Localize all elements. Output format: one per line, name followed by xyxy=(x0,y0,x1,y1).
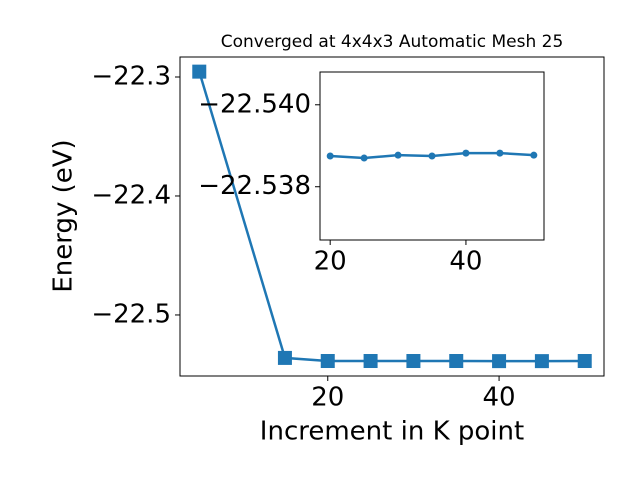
marker xyxy=(363,354,378,369)
x-tick-label: 20 xyxy=(314,247,347,277)
x-tick-label: 20 xyxy=(311,383,344,413)
marker xyxy=(277,350,292,365)
x-tick-label: 40 xyxy=(449,247,482,277)
marker xyxy=(496,149,504,157)
y-tick-label: −22.3 xyxy=(91,61,171,91)
x-tick-label: 40 xyxy=(483,383,516,413)
marker xyxy=(394,151,402,159)
marker xyxy=(492,354,507,369)
y-tick-label: −22.4 xyxy=(91,180,171,210)
marker xyxy=(320,354,335,369)
y-tick-label: −22.5 xyxy=(91,299,171,329)
marker xyxy=(534,354,549,369)
marker xyxy=(428,152,436,160)
marker xyxy=(360,154,368,162)
y-axis-label: Energy (eV) xyxy=(49,139,79,292)
marker xyxy=(577,354,592,369)
y-tick-label: −22.538 xyxy=(198,171,311,201)
marker xyxy=(406,354,421,369)
marker xyxy=(449,354,464,369)
marker xyxy=(462,149,470,157)
x-axis-label: Increment in K point xyxy=(260,417,524,447)
chart-title: Converged at 4x4x3 Automatic Mesh 25 xyxy=(221,32,564,52)
marker xyxy=(326,152,334,160)
marker xyxy=(530,151,538,159)
y-tick-label: −22.540 xyxy=(198,89,311,119)
marker xyxy=(192,64,207,79)
